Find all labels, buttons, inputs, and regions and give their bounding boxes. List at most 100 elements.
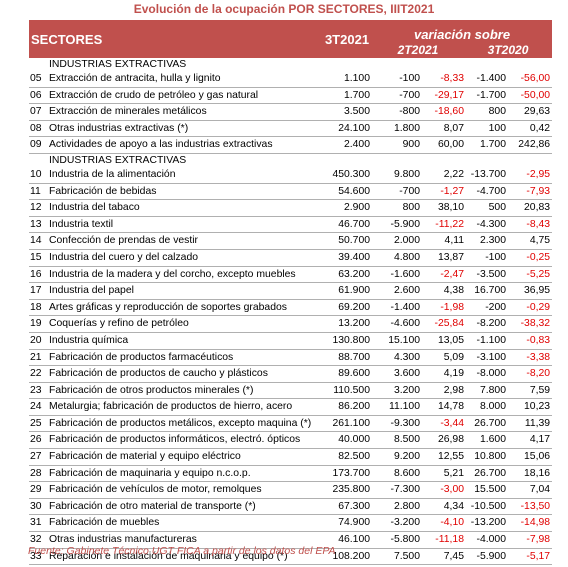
abs-var-2t2021: 900: [372, 136, 422, 154]
value-3t2021: 69.200: [322, 299, 372, 317]
pct-var-3t2020: 29,63: [508, 103, 553, 121]
abs-var-3t2020: -10.500: [466, 498, 508, 516]
sector-code: 12: [29, 199, 49, 217]
table-row: 12 Industria del tabaco 2.900 800 38,10 500 20…: [29, 199, 553, 217]
pct-var-2t2021: 2,98: [422, 382, 466, 400]
table-row: 11 Fabricación de bebidas 54.600 -700 -1,27-…: [29, 183, 553, 201]
pct-var-3t2020: 4,17: [508, 431, 553, 450]
sector-code: 21: [29, 349, 49, 367]
table-row: 31 Fabricación de muebles 74.900 -3.200 -4,1…: [29, 514, 553, 533]
sector-name: Artes gráficas y reproducción de soporte…: [49, 299, 322, 317]
pct-var-3t2020: -7,98: [508, 531, 553, 549]
value-3t2021: 82.500: [322, 448, 372, 466]
pct-var-2t2021: 8,07: [422, 120, 466, 138]
abs-var-3t2020: -1.400: [466, 71, 508, 88]
abs-var-3t2020: 7.800: [466, 382, 508, 400]
table-row: 28 Fabricación de maquinaria y equipo n.c…: [29, 465, 553, 483]
abs-var-2t2021: 800: [372, 199, 422, 217]
pct-var-2t2021: -1,27: [422, 183, 466, 201]
pct-var-2t2021: -1,98: [422, 299, 466, 317]
pct-var-3t2020: 7,59: [508, 382, 553, 400]
table-row: 08 Otras industrias extractivas (*) 24.100…: [29, 120, 553, 138]
abs-var-2t2021: -5.800: [372, 531, 422, 549]
sector-code: 24: [29, 398, 49, 416]
sector-name: Otras industrias manufactureras: [49, 531, 322, 549]
header-3t2020: 3T2020: [466, 42, 553, 58]
pct-var-2t2021: 7,45: [422, 548, 466, 566]
pct-var-2t2021: 13,05: [422, 332, 466, 350]
value-3t2021: 1.100: [322, 71, 372, 88]
pct-var-3t2020: -7,93: [508, 183, 553, 201]
sector-name: Fabricación de material y equipo eléctri…: [49, 448, 322, 466]
abs-var-3t2020: 8.000: [466, 398, 508, 416]
sector-name: Actividades de apoyo a las industrias ex…: [49, 136, 322, 154]
sector-name: Confección de prendas de vestir: [49, 232, 322, 250]
sector-code: 32: [29, 531, 49, 549]
value-3t2021: 108.200: [322, 548, 372, 566]
table-title: Evolución de la ocupación POR SECTORES, …: [133, 2, 435, 16]
table-row: 05 Extracción de antracita, hulla y ligni…: [29, 71, 553, 88]
sector-name: Fabricación de otros productos minerales…: [49, 382, 322, 400]
value-3t2021: 173.700: [322, 465, 372, 483]
sector-name: Otras industrias extractivas (*): [49, 120, 322, 138]
abs-var-3t2020: 2.300: [466, 232, 508, 250]
table-row: 19 Coquerías y refino de petróleo 13.200 -4…: [29, 315, 553, 333]
sector-code: 07: [29, 103, 49, 121]
value-3t2021: 235.800: [322, 481, 372, 499]
abs-var-2t2021: 2.600: [372, 282, 422, 300]
sector-code: 10: [29, 166, 49, 184]
value-3t2021: 110.500: [322, 382, 372, 400]
pct-var-2t2021: 14,78: [422, 398, 466, 416]
table-row: 23 Fabricación de otros productos mineral…: [29, 382, 553, 400]
table-row: 07 Extracción de minerales metálicos 3.500…: [29, 103, 553, 121]
abs-var-3t2020: 15.500: [466, 481, 508, 499]
pct-var-2t2021: -11,18: [422, 531, 466, 549]
sector-code: 18: [29, 299, 49, 317]
table-row: 33 Reparación e instalación de maquinaria…: [29, 548, 553, 566]
abs-var-3t2020: -4.300: [466, 216, 508, 234]
table-row: 06 Extracción de crudo de petróleo y gas …: [29, 87, 553, 105]
value-3t2021: 50.700: [322, 232, 372, 250]
value-3t2021: 3.500: [322, 103, 372, 121]
sector-name: Extracción de crudo de petróleo y gas na…: [49, 87, 322, 105]
abs-var-2t2021: -700: [372, 87, 422, 105]
abs-var-2t2021: 1.800: [372, 120, 422, 138]
sector-code: 33: [29, 548, 49, 566]
sector-name: Industria del papel: [49, 282, 322, 300]
table-row: 21 Fabricación de productos farmacéuticos…: [29, 349, 553, 367]
table-row: 22 Fabricación de productos de caucho y p…: [29, 365, 553, 383]
abs-var-2t2021: 2.000: [372, 232, 422, 250]
value-3t2021: 450.300: [322, 166, 372, 184]
sector-code: 15: [29, 249, 49, 267]
abs-var-2t2021: 9.800: [372, 166, 422, 184]
abs-var-3t2020: -5.900: [466, 548, 508, 566]
table-header: SECTORES 3T2021 variación sobre 2T2021 3…: [29, 20, 553, 58]
pct-var-2t2021: 26,98: [422, 431, 466, 450]
sector-name: Industria del cuero y del calzado: [49, 249, 322, 267]
sector-name: Industria de la alimentación: [49, 166, 322, 184]
value-3t2021: 88.700: [322, 349, 372, 367]
sector-name: Fabricación de muebles: [49, 514, 322, 533]
sector-code: 05: [29, 71, 49, 88]
abs-var-3t2020: 1.700: [466, 136, 508, 154]
sector-code: 11: [29, 183, 49, 201]
sector-table: SECTORES 3T2021 variación sobre 2T2021 3…: [29, 20, 553, 566]
sector-code: 23: [29, 382, 49, 400]
sector-code: 29: [29, 481, 49, 499]
sector-name: Industria química: [49, 332, 322, 350]
pct-var-3t2020: 18,16: [508, 465, 553, 483]
value-3t2021: 2.900: [322, 199, 372, 217]
pct-var-3t2020: -13,50: [508, 498, 553, 516]
sector-name: Metalurgia; fabricación de productos de …: [49, 398, 322, 416]
pct-var-2t2021: -4,10: [422, 514, 466, 533]
pct-var-2t2021: 60,00: [422, 136, 466, 154]
abs-var-2t2021: -1.600: [372, 266, 422, 284]
pct-var-2t2021: -18,60: [422, 103, 466, 121]
value-3t2021: 261.100: [322, 415, 372, 433]
group-label: INDUSTRIAS EXTRACTIVAS: [49, 154, 187, 166]
value-3t2021: 46.100: [322, 531, 372, 549]
sector-code: 27: [29, 448, 49, 466]
header-sectores: SECTORES: [29, 20, 322, 58]
value-3t2021: 74.900: [322, 514, 372, 533]
header-period: 3T2021: [322, 20, 372, 58]
